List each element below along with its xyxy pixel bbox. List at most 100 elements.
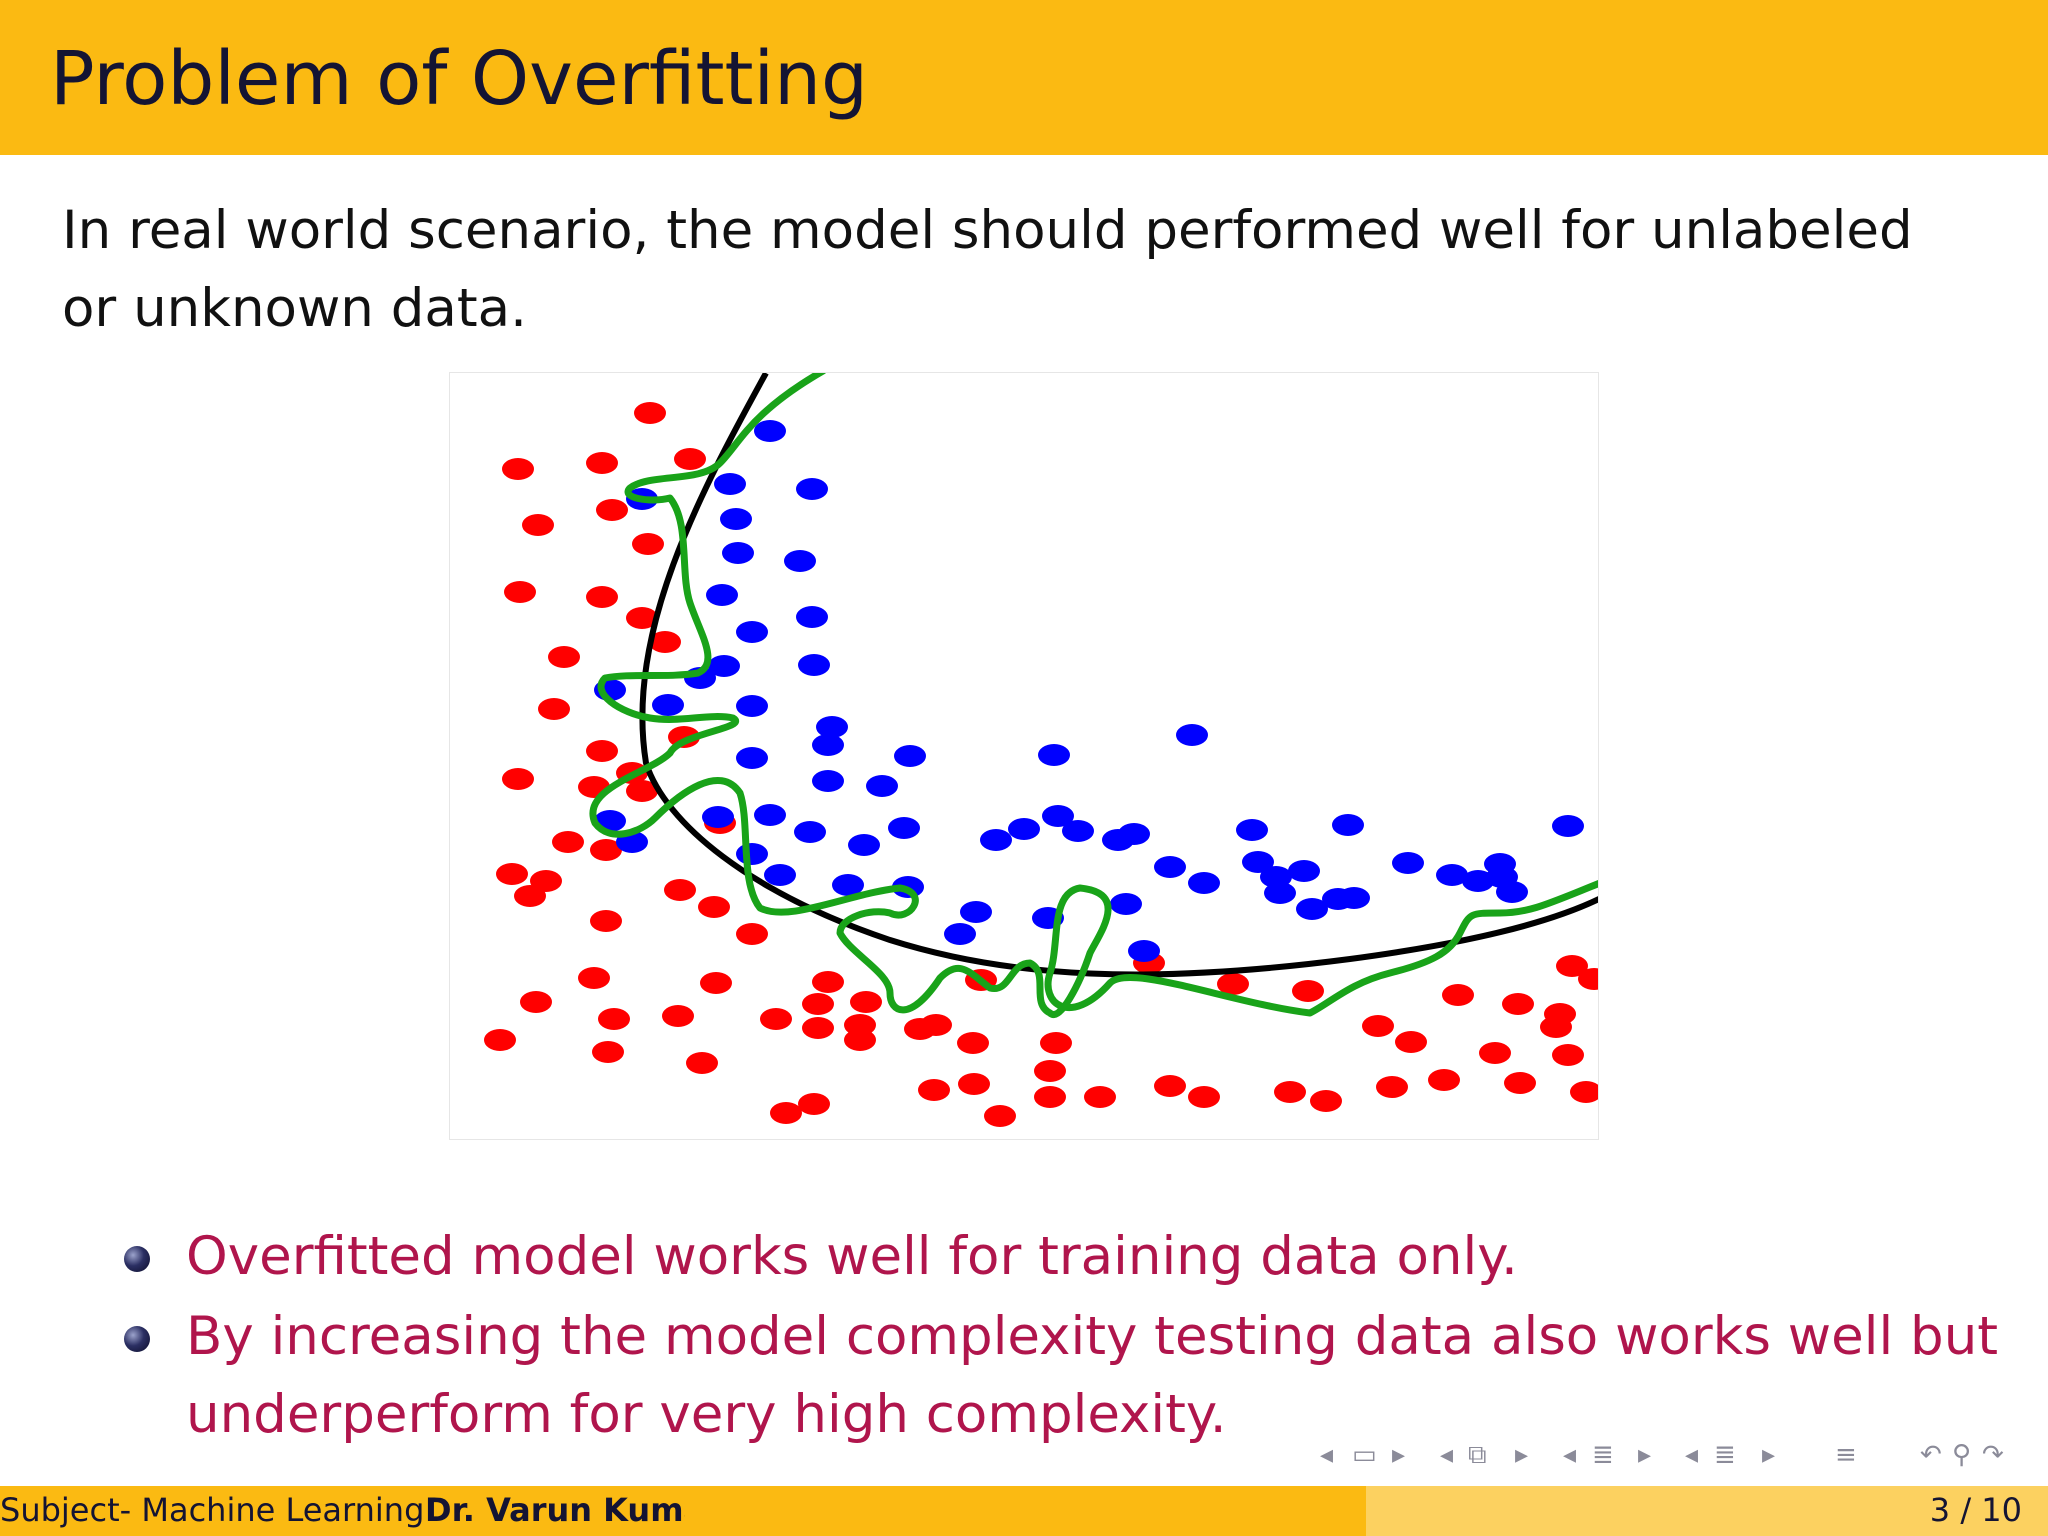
- red-data-point: [586, 586, 618, 608]
- blue-data-point: [1484, 853, 1516, 875]
- frame-prev-icon[interactable]: ◂: [1320, 1440, 1334, 1470]
- bullet-text: Overfitted model works well for training…: [186, 1226, 1518, 1287]
- red-data-point: [1040, 1032, 1072, 1054]
- outline-icon[interactable]: ≣: [1714, 1440, 1736, 1470]
- red-data-point: [1479, 1042, 1511, 1064]
- blue-data-point: [960, 901, 992, 923]
- section-prev-icon[interactable]: ◂: [1563, 1440, 1577, 1470]
- red-data-point: [590, 910, 622, 932]
- red-data-point: [504, 581, 536, 603]
- blue-data-point: [652, 694, 684, 716]
- blue-data-point: [784, 550, 816, 572]
- red-data-point: [1084, 1086, 1116, 1108]
- bullet-item: Overfitted model works well for training…: [120, 1218, 2000, 1296]
- red-data-point: [514, 885, 546, 907]
- red-data-point: [502, 768, 534, 790]
- red-data-point: [626, 607, 658, 629]
- frame-next-icon[interactable]: ▸: [1392, 1440, 1406, 1470]
- red-data-point: [1154, 1075, 1186, 1097]
- blue-data-point: [1242, 851, 1274, 873]
- footer-subject: Subject- Machine Learning: [0, 1491, 425, 1529]
- blue-data-point: [812, 734, 844, 756]
- blue-data-point: [1296, 898, 1328, 920]
- red-data-point: [904, 1018, 936, 1040]
- red-data-point: [520, 991, 552, 1013]
- red-data-point: [802, 993, 834, 1015]
- undo-icon[interactable]: ↶: [1920, 1440, 1942, 1470]
- blue-data-point: [736, 695, 768, 717]
- frame-icon[interactable]: ▭: [1352, 1440, 1377, 1470]
- red-data-point: [686, 1052, 718, 1074]
- blue-data-point: [708, 655, 740, 677]
- section-next-icon[interactable]: ▸: [1638, 1440, 1652, 1470]
- red-data-point: [1544, 1003, 1576, 1025]
- blue-data-point: [796, 478, 828, 500]
- blue-data-point: [1260, 866, 1292, 888]
- red-data-point: [538, 698, 570, 720]
- blue-data-point: [1332, 814, 1364, 836]
- smooth-decision-boundary: [639, 373, 1598, 978]
- blue-data-point: [754, 804, 786, 826]
- red-data-point: [802, 1017, 834, 1039]
- red-data-point: [1217, 973, 1249, 995]
- blue-data-point: [1462, 870, 1494, 892]
- red-data-point: [698, 896, 730, 918]
- decision-boundary-plot: [484, 373, 1598, 1127]
- red-data-point: [578, 967, 610, 989]
- red-data-point: [1570, 1081, 1598, 1103]
- red-data-point: [1034, 1060, 1066, 1082]
- toc-icon[interactable]: ≡: [1835, 1440, 1857, 1470]
- footer-left-band: [0, 1486, 1366, 1536]
- section-icon[interactable]: ≣: [1592, 1440, 1614, 1470]
- red-data-point: [586, 740, 618, 762]
- red-data-point: [844, 1014, 876, 1036]
- outline-prev-icon[interactable]: ◂: [1685, 1440, 1699, 1470]
- red-data-point: [522, 514, 554, 536]
- redo-icon[interactable]: ↷: [1982, 1440, 2004, 1470]
- blue-data-point: [1008, 818, 1040, 840]
- blue-data-point: [1188, 872, 1220, 894]
- blue-data-point: [754, 420, 786, 442]
- blue-data-point: [796, 606, 828, 628]
- red-data-point: [626, 780, 658, 802]
- footer-right-band: [1366, 1486, 2048, 1536]
- outline-next-icon[interactable]: ▸: [1762, 1440, 1776, 1470]
- red-data-point: [674, 448, 706, 470]
- bullet-ball-icon: [124, 1246, 150, 1272]
- red-data-point: [812, 971, 844, 993]
- footer-page-number: 3 / 10: [1929, 1491, 2022, 1529]
- red-data-point: [496, 863, 528, 885]
- subsection-prev-icon[interactable]: ◂: [1440, 1440, 1454, 1470]
- blue-data-point: [714, 473, 746, 495]
- red-data-point: [634, 402, 666, 424]
- subsection-icon[interactable]: ⧉: [1468, 1440, 1487, 1470]
- blue-data-point: [702, 806, 734, 828]
- red-data-point: [1502, 993, 1534, 1015]
- red-data-point: [918, 1079, 950, 1101]
- blue-data-point: [736, 843, 768, 865]
- blue-data-point: [1110, 893, 1142, 915]
- red-data-point: [662, 1005, 694, 1027]
- red-data-point: [1578, 968, 1598, 990]
- search-icon[interactable]: ⚲: [1952, 1440, 1972, 1470]
- blue-points: [594, 420, 1584, 962]
- red-data-point: [1310, 1090, 1342, 1112]
- blue-data-point: [1038, 744, 1070, 766]
- footer-author: Dr. Varun Kuma: [425, 1491, 685, 1529]
- blue-data-point: [1154, 856, 1186, 878]
- red-data-point: [586, 452, 618, 474]
- red-data-point: [1442, 984, 1474, 1006]
- blue-data-point: [1128, 940, 1160, 962]
- blue-data-point: [1436, 864, 1468, 886]
- red-data-point: [984, 1105, 1016, 1127]
- red-data-point: [1556, 955, 1588, 977]
- red-data-point: [1274, 1081, 1306, 1103]
- blue-data-point: [832, 874, 864, 896]
- red-data-point: [664, 879, 696, 901]
- blue-data-point: [816, 716, 848, 738]
- red-data-point: [1034, 1086, 1066, 1108]
- subsection-next-icon[interactable]: ▸: [1515, 1440, 1529, 1470]
- slide-title: Problem of Overfitting: [50, 36, 868, 122]
- intro-text: In real world scenario, the model should…: [62, 200, 1913, 339]
- blue-data-point: [794, 821, 826, 843]
